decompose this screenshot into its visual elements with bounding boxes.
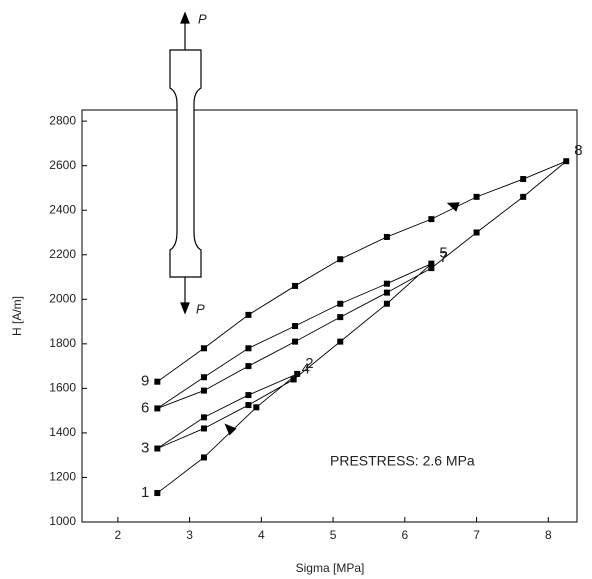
data-point [154,405,161,412]
data-point [200,345,207,352]
point-label: 6 [141,399,149,416]
data-point [200,454,207,461]
x-tick-label: 3 [186,528,193,542]
y-tick-label: 1000 [49,514,76,528]
data-point [383,300,390,307]
y-tick-label: 2400 [49,202,76,216]
plot-frame [81,109,578,523]
data-point [473,193,480,200]
data-point [200,387,207,394]
data-line [157,160,567,494]
data-point [154,490,161,497]
data-point [292,338,299,345]
data-point [200,374,207,381]
data-point [245,345,252,352]
data-point [383,289,390,296]
load-label: P [198,11,207,26]
data-point [473,229,480,236]
data-point [154,378,161,385]
data-point [428,265,435,272]
point-label: 3 [141,439,149,456]
data-point [337,338,344,345]
data-point [428,260,435,267]
x-tick-label: 2 [115,528,122,542]
y-tick-label: 1600 [49,381,76,395]
y-tick-label: 1200 [49,470,76,484]
y-tick-label: 1800 [49,336,76,350]
point-label: 7 [439,249,447,266]
load-label: P [196,301,205,316]
data-point [383,280,390,287]
data-point [292,282,299,289]
x-tick-label: 7 [473,528,480,542]
y-axis-label: H [A/m] [10,296,24,336]
data-point [520,176,527,183]
point-label: 9 [141,373,149,390]
data-point [154,445,161,452]
data-point [245,402,252,409]
data-point [337,256,344,263]
x-tick-label: 6 [401,528,408,542]
data-point [294,370,301,377]
x-tick-label: 5 [330,528,337,542]
data-point [290,376,297,383]
data-point [563,158,570,165]
data-point [383,233,390,240]
point-label: 8 [574,142,582,159]
point-label: 1 [141,484,149,501]
y-tick-label: 2800 [49,113,76,127]
x-axis-label: Sigma [MPa] [296,561,365,575]
y-tick-label: 2000 [49,291,76,305]
data-point [428,216,435,223]
annotation: PRESTRESS: 2.6 MPa [330,453,475,469]
data-point [253,404,260,411]
point-label: 2 [305,355,313,372]
y-tick-label: 2600 [49,158,76,172]
data-point [245,363,252,370]
y-tick-label: 1400 [49,425,76,439]
data-point [337,300,344,307]
data-point [337,314,344,321]
data-point [520,193,527,200]
x-tick-label: 8 [545,528,552,542]
data-point [200,425,207,432]
data-point [245,311,252,318]
direction-arrow [446,202,460,212]
x-tick-label: 4 [258,528,265,542]
data-point [245,392,252,399]
specimen [169,11,202,315]
data-point [200,414,207,421]
point-label: 4 [302,360,310,377]
direction-arrow [224,423,237,436]
point-label: 5 [439,245,447,262]
data-point [292,323,299,330]
y-tick-label: 2200 [49,247,76,261]
